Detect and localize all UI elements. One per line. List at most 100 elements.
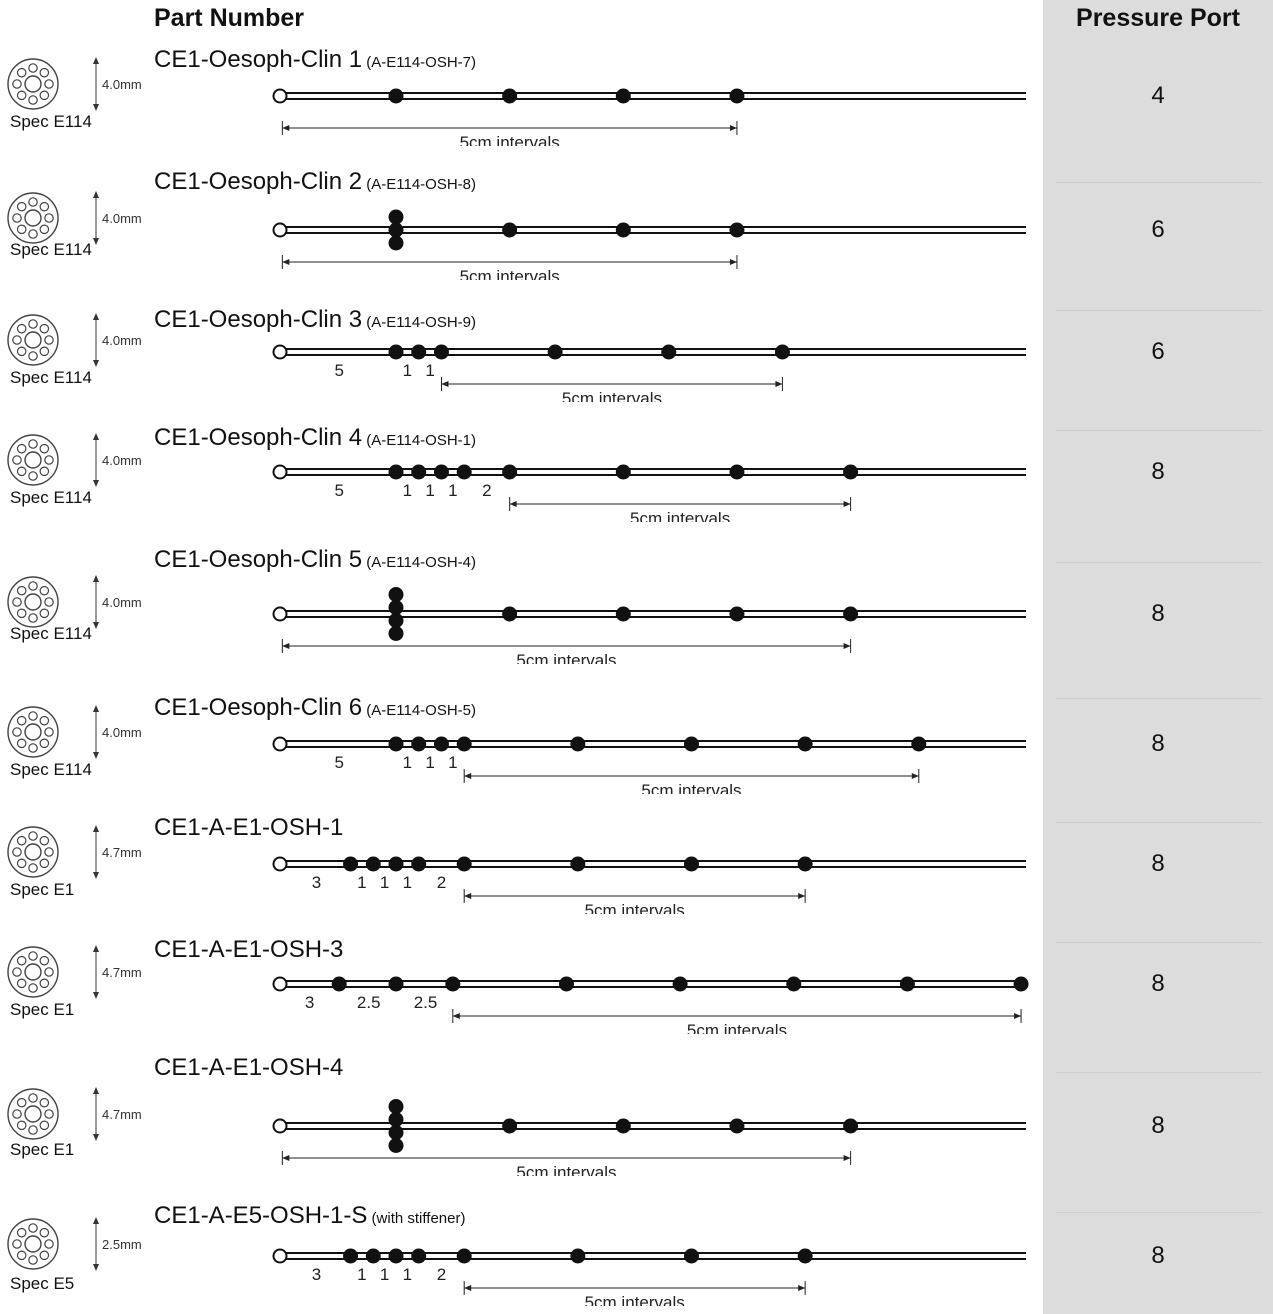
spacing-label: 1 [357,1265,366,1284]
diameter-label: 4.0mm [102,77,142,92]
part-code: (A-E114-OSH-9) [362,314,477,331]
pressure-sensor [558,976,574,992]
side-lumen [12,727,22,737]
pressure-sensor [388,600,404,615]
tube-tip [272,736,288,752]
tube-tip [272,222,288,238]
pressure-sensor [683,856,699,872]
pressure-sensor [843,1118,859,1134]
side-lumen [16,67,27,78]
side-lumen [39,978,50,989]
interval-label: 5cm intervals [585,901,685,914]
spacing-label: 3 [312,1265,321,1284]
pressure-sensor [411,464,427,480]
pressure-sensor [774,344,790,360]
side-lumen [28,743,38,753]
part-name: CE1-A-E1-OSH-1 [154,814,344,841]
pressure-sensor [388,1125,404,1140]
pressure-sensor [729,606,745,622]
catheter-diagram: 5cm intervals [272,587,1026,664]
pressure-sensor [797,856,813,872]
side-lumen [39,585,50,596]
pressure-sensor [797,736,813,752]
row-separator [1056,822,1262,823]
row-separator [1056,698,1262,699]
side-lumen [16,201,27,212]
pressure-sensor [570,1248,586,1264]
spec-label: Spec E5 [10,1274,75,1293]
side-lumen [16,738,27,749]
side-lumen [28,983,38,993]
side-lumen [28,351,38,361]
pressure-sensor [343,1248,359,1264]
catheter-outline [7,58,59,110]
part-code: (A-E114-OSH-7) [362,54,477,71]
pressure-sensor [502,88,518,104]
row-separator [1056,430,1262,431]
spec-label: Spec E114 [10,488,92,507]
side-lumen [39,1120,50,1131]
side-lumen [28,1223,38,1233]
part-title: CE1-A-E1-OSH-1 [154,814,343,842]
interval-label: 5cm intervals [630,509,730,522]
pressure-sensor [388,1099,404,1114]
side-lumen [39,67,50,78]
interval-label: 5cm intervals [516,651,616,664]
pressure-sensor [331,976,347,992]
side-lumen [39,835,50,846]
pressure-sensor [411,344,427,360]
pressure-sensor [729,464,745,480]
cross-section-icon: 4.0mm [7,705,142,759]
spacing-label: 1 [380,1265,389,1284]
pressure-port-value: 8 [1151,850,1165,877]
pressure-sensor [547,344,563,360]
row-separator [1056,310,1262,311]
pressure-sensor [388,88,404,104]
cross-section-icon: 4.7mm [7,945,142,999]
side-lumen [16,90,27,101]
central-lumen [24,1235,42,1253]
tube-tip [272,1118,288,1134]
tube-tip [272,464,288,480]
spacing-label: 1 [403,873,412,892]
side-lumen [16,466,27,477]
side-lumen [39,466,50,477]
pressure-sensor [843,606,859,622]
row-separator [1056,182,1262,183]
catheter-diagram: 5cm intervals [272,1099,1026,1176]
pressure-sensor [388,235,404,251]
part-title: CE1-Oesoph-Clin 3 (A-E114-OSH-9) [154,306,476,334]
part-name: CE1-Oesoph-Clin 4 [154,424,363,451]
spacing-label: 1 [403,753,412,772]
pressure-sensor [388,464,404,480]
cross-section-icon: 4.7mm [7,1087,142,1141]
side-lumen [16,715,27,726]
side-lumen [39,201,50,212]
side-lumen [28,951,38,961]
side-lumen [28,229,38,239]
side-lumen [28,95,38,105]
catheter-diagram: 5cm intervals [272,209,1026,280]
side-lumen [16,224,27,235]
pressure-sensor [433,736,449,752]
pressure-sensor [456,1248,472,1264]
spacing-label: 1 [448,481,457,500]
side-lumen [16,978,27,989]
part-name: CE1-Oesoph-Clin 1 [154,46,363,73]
catheter-diagram: 5 1 1 5cm intervals [272,344,1026,402]
central-lumen [24,75,42,93]
spacing-label: 5 [334,753,343,772]
row-separator [1056,942,1262,943]
row-separator [1056,1212,1262,1213]
part-title: CE1-A-E5-OSH-1-S (with stiffener) [154,1202,465,1230]
side-lumen [12,455,22,465]
cross-section-icon: 4.0mm [7,191,142,245]
part-title: CE1-A-E1-OSH-4 [154,1054,343,1082]
side-lumen [16,323,27,334]
tube-tip [272,88,288,104]
side-lumen [16,346,27,357]
spacing-label: 1 [403,481,412,500]
catheter-outline [7,1218,59,1270]
